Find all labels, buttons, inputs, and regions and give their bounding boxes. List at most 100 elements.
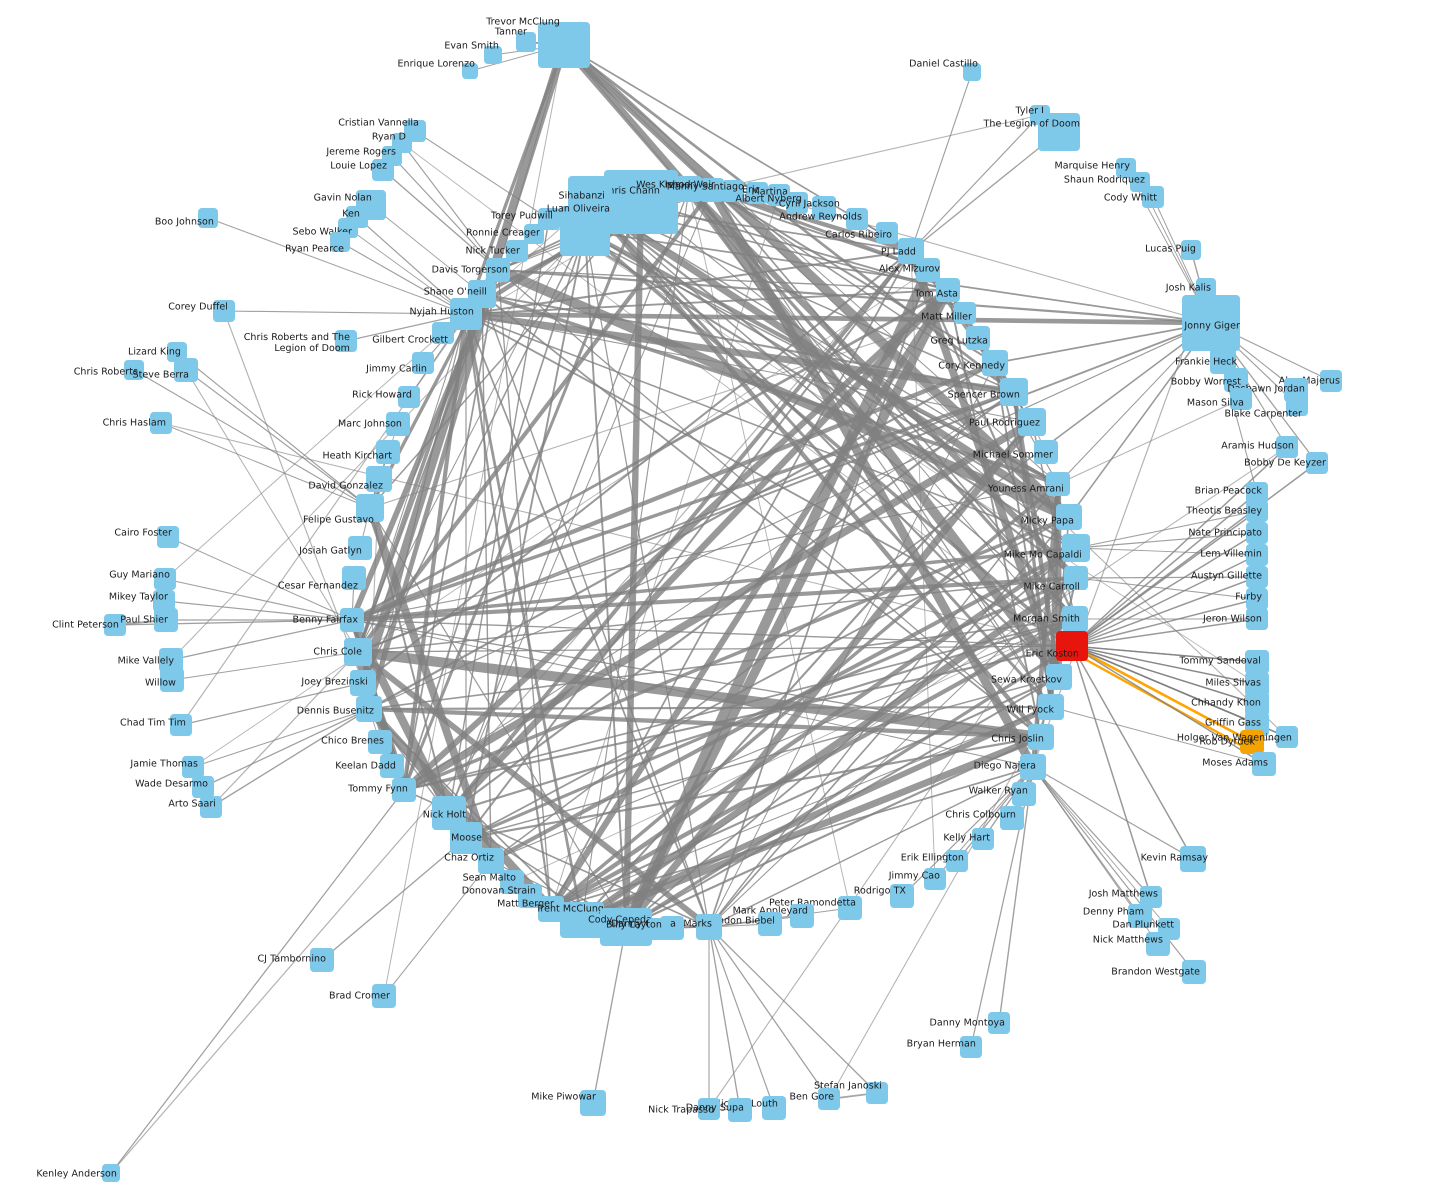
graph-node[interactable] xyxy=(157,526,179,548)
graph-node[interactable] xyxy=(348,536,372,560)
graph-node[interactable] xyxy=(746,182,768,204)
graph-node[interactable] xyxy=(392,778,416,802)
graph-node[interactable] xyxy=(1146,932,1170,956)
graph-node[interactable] xyxy=(1286,394,1308,416)
graph-node[interactable] xyxy=(1140,886,1162,908)
graph-node[interactable] xyxy=(154,568,176,590)
graph-node[interactable] xyxy=(936,278,960,302)
graph-node[interactable] xyxy=(1012,782,1036,806)
graph-node[interactable] xyxy=(818,1088,840,1110)
graph-node[interactable] xyxy=(1246,482,1268,504)
graph-node[interactable] xyxy=(1062,606,1088,632)
graph-node[interactable] xyxy=(167,342,187,362)
graph-node[interactable] xyxy=(1276,726,1298,748)
graph-node[interactable] xyxy=(1034,440,1058,464)
graph-node[interactable] xyxy=(876,222,898,244)
graph-node[interactable] xyxy=(1240,730,1264,754)
graph-node[interactable] xyxy=(728,1098,752,1122)
graph-node[interactable] xyxy=(150,412,172,434)
graph-node[interactable] xyxy=(988,1012,1010,1034)
graph-node[interactable] xyxy=(104,614,126,636)
graph-node[interactable] xyxy=(344,638,372,666)
graph-node[interactable] xyxy=(1246,608,1268,630)
graph-node[interactable] xyxy=(1128,904,1152,928)
graph-node[interactable] xyxy=(506,240,528,262)
graph-node[interactable] xyxy=(1064,566,1088,590)
graph-node[interactable] xyxy=(1020,754,1046,780)
graph-node[interactable] xyxy=(356,494,384,522)
graph-node[interactable] xyxy=(762,1096,786,1120)
graph-node[interactable] xyxy=(676,176,702,202)
graph-node[interactable] xyxy=(432,322,454,344)
graph-node[interactable] xyxy=(698,1098,720,1120)
graph-node[interactable] xyxy=(366,466,392,492)
graph-node[interactable] xyxy=(838,896,862,920)
graph-node[interactable] xyxy=(1182,295,1240,351)
graph-node[interactable] xyxy=(946,850,968,872)
graph-node[interactable] xyxy=(1038,113,1080,151)
graph-node[interactable] xyxy=(1252,752,1276,776)
graph-node[interactable] xyxy=(1230,388,1252,410)
graph-node[interactable] xyxy=(1180,846,1206,872)
graph-node[interactable] xyxy=(722,180,744,202)
graph-node[interactable] xyxy=(1181,240,1201,260)
graph-node[interactable] xyxy=(982,350,1008,376)
graph-node[interactable] xyxy=(916,258,940,282)
graph-node[interactable] xyxy=(182,756,204,778)
graph-node[interactable] xyxy=(846,208,868,230)
graph-node[interactable] xyxy=(1018,408,1046,436)
graph-node[interactable] xyxy=(342,566,366,590)
graph-node[interactable] xyxy=(1000,806,1024,830)
graph-node[interactable] xyxy=(560,206,610,256)
graph-node[interactable] xyxy=(102,1164,120,1182)
graph-node[interactable] xyxy=(960,1036,982,1058)
graph-node[interactable] xyxy=(412,352,434,374)
graph-node[interactable] xyxy=(963,63,981,81)
graph-node[interactable] xyxy=(192,776,214,798)
graph-node[interactable] xyxy=(310,948,334,972)
graph-node[interactable] xyxy=(154,608,178,632)
graph-node[interactable] xyxy=(200,796,222,818)
graph-node[interactable] xyxy=(758,912,782,936)
graph-node[interactable] xyxy=(462,63,478,79)
graph-node[interactable] xyxy=(790,904,814,928)
graph-node[interactable] xyxy=(866,1082,888,1104)
graph-node[interactable] xyxy=(1320,370,1342,392)
graph-node[interactable] xyxy=(1196,278,1216,298)
graph-node[interactable] xyxy=(538,208,560,230)
graph-node[interactable] xyxy=(538,896,564,922)
graph-node[interactable] xyxy=(486,258,510,282)
graph-node[interactable] xyxy=(1306,452,1328,474)
graph-node[interactable] xyxy=(372,984,396,1008)
graph-node[interactable] xyxy=(386,412,410,436)
graph-node[interactable] xyxy=(376,440,400,464)
graph-node[interactable] xyxy=(213,300,235,322)
graph-node[interactable] xyxy=(1056,631,1088,661)
graph-node[interactable] xyxy=(1246,588,1268,610)
graph-node[interactable] xyxy=(600,908,652,946)
graph-node[interactable] xyxy=(170,714,192,736)
graph-node[interactable] xyxy=(368,730,392,754)
graph-node[interactable] xyxy=(1046,472,1070,496)
graph-node[interactable] xyxy=(340,608,364,632)
graph-node[interactable] xyxy=(335,330,357,352)
graph-node[interactable] xyxy=(372,159,394,181)
graph-node[interactable] xyxy=(350,670,376,696)
graph-node[interactable] xyxy=(524,224,544,244)
graph-node[interactable] xyxy=(1246,544,1268,566)
graph-node[interactable] xyxy=(604,170,678,234)
graph-node[interactable] xyxy=(1038,694,1064,720)
graph-node[interactable] xyxy=(966,326,990,350)
graph-node[interactable] xyxy=(538,22,590,68)
graph-node[interactable] xyxy=(1246,522,1268,544)
graph-node[interactable] xyxy=(1062,534,1090,562)
graph-node[interactable] xyxy=(174,358,198,382)
graph-node[interactable] xyxy=(1246,566,1268,588)
graph-node[interactable] xyxy=(890,884,914,908)
graph-node[interactable] xyxy=(478,848,504,874)
graph-node[interactable] xyxy=(1142,186,1164,208)
graph-node[interactable] xyxy=(1246,500,1268,522)
graph-node[interactable] xyxy=(380,754,404,778)
graph-node[interactable] xyxy=(1028,724,1054,750)
graph-node[interactable] xyxy=(696,914,722,940)
